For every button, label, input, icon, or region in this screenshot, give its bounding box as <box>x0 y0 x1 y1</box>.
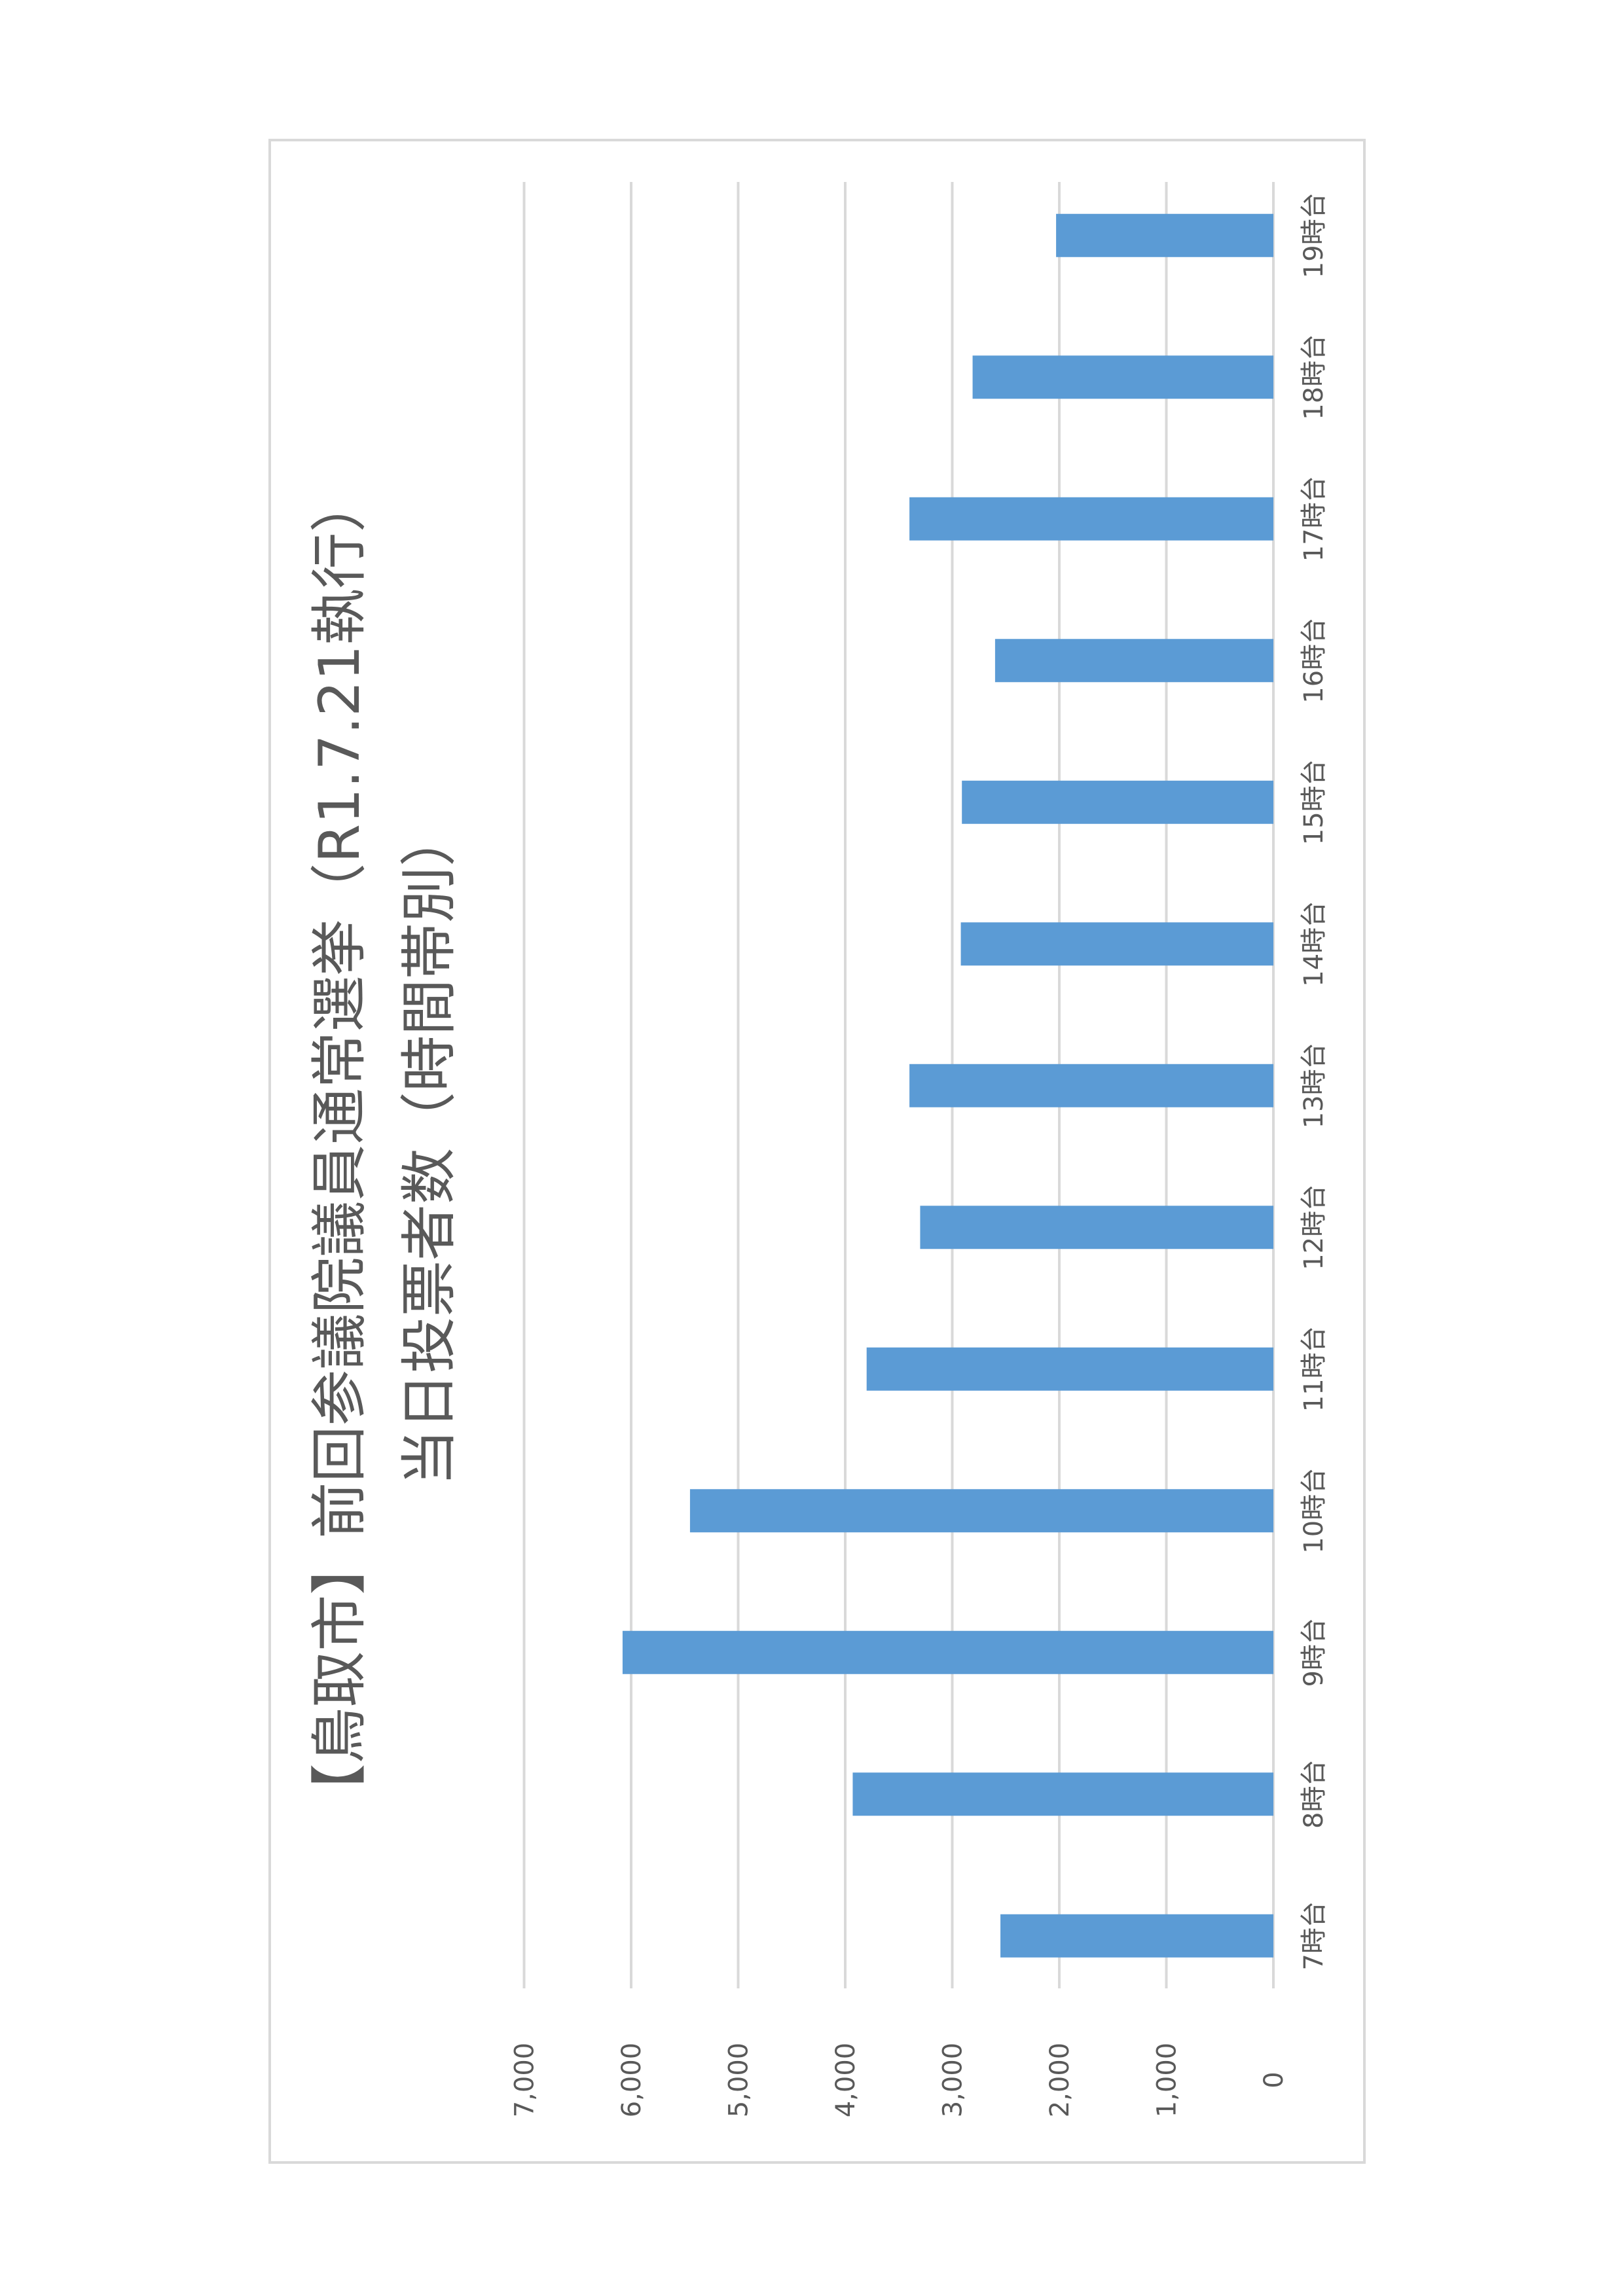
gridlines <box>522 182 1275 1988</box>
bar <box>909 1064 1273 1107</box>
bar <box>960 922 1273 966</box>
bar <box>1000 1914 1273 1958</box>
bar <box>622 1630 1273 1674</box>
bar <box>962 780 1273 824</box>
bar <box>1056 213 1273 257</box>
value-tick-label: 3,000 <box>938 2043 968 2118</box>
value-tick-labels: 0 1,000 2,000 3,000 4,000 5,000 6,000 7,000 <box>510 2043 1290 2118</box>
category-label: 14時台 <box>1299 901 1329 987</box>
bars <box>622 213 1274 1958</box>
value-tick-label: 6,000 <box>617 2043 647 2118</box>
category-label: 17時台 <box>1299 476 1329 562</box>
value-tick-label: 4,000 <box>831 2043 861 2118</box>
category-label: 9時台 <box>1299 1618 1329 1687</box>
value-tick-label: 2,000 <box>1045 2043 1075 2118</box>
category-label: 7時台 <box>1299 1901 1329 1970</box>
category-label: 18時台 <box>1299 334 1329 420</box>
value-tick-label: 0 <box>1259 2072 1289 2088</box>
category-label: 16時台 <box>1299 618 1329 704</box>
category-labels: 19時台 18時台 17時台 16時台 15時台 14時台 13時台 12時台 11時台 10時台… <box>1299 192 1329 1970</box>
value-tick-label: 1,000 <box>1152 2043 1182 2118</box>
category-label: 10時台 <box>1299 1468 1329 1554</box>
chart-title-line-2: 当日投票者数（時間帯別） <box>397 810 462 1486</box>
bar <box>866 1347 1273 1391</box>
value-tick-label: 5,000 <box>724 2043 754 2118</box>
bar <box>852 1772 1273 1816</box>
bar <box>909 497 1273 541</box>
category-label: 19時台 <box>1299 192 1329 278</box>
chart-title-line-1: 【鳥取市】前回参議院議員通常選挙（R1.7.21執行） <box>307 476 373 1820</box>
bar <box>994 639 1274 683</box>
category-label: 12時台 <box>1299 1185 1329 1270</box>
category-label: 11時台 <box>1299 1326 1329 1412</box>
bar <box>689 1489 1274 1533</box>
chart-frame <box>268 139 1366 2164</box>
chart-title: 【鳥取市】前回参議院議員通常選挙（R1.7.21執行） 当日投票者数（時間帯別） <box>307 476 462 1820</box>
value-tick-label: 7,000 <box>510 2043 540 2118</box>
bar <box>920 1206 1273 1249</box>
category-label: 13時台 <box>1299 1043 1329 1128</box>
category-label: 8時台 <box>1299 1760 1329 1829</box>
category-label: 15時台 <box>1299 759 1329 845</box>
bar <box>972 355 1273 399</box>
